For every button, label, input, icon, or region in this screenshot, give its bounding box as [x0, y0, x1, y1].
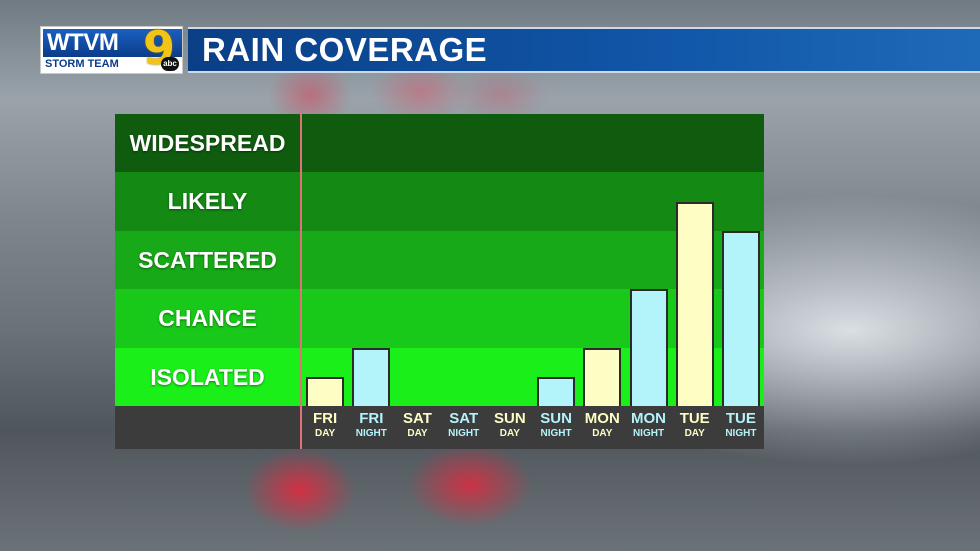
- x-tick-part-label: NIGHT: [448, 428, 480, 439]
- bar-fri-night: [352, 347, 391, 406]
- x-tick-fri-day: FRI DAY: [304, 410, 347, 440]
- page-title: RAIN COVERAGE: [202, 31, 488, 68]
- x-tick-part-label: NIGHT: [632, 428, 665, 439]
- y-level-label: SCATTERED: [138, 246, 277, 273]
- y-level-label: LIKELY: [167, 188, 248, 215]
- rain-coverage-chart: ISOLATED CHANCE SCATTERED LIKELY WIDESPREAD F…: [115, 114, 764, 449]
- bar-sun-night: [537, 376, 576, 406]
- x-tick-fri-night: FRI NIGHT: [350, 410, 393, 440]
- x-tick-mon-night: MON NIGHT: [627, 410, 670, 440]
- x-tick-day-label: FRI: [359, 410, 384, 427]
- x-tick-part-label: NIGHT: [355, 428, 387, 439]
- x-tick-sat-night: SAT NIGHT: [442, 410, 485, 440]
- x-tick-part-label: DAY: [592, 428, 613, 439]
- x-tick-sun-night: SUN NIGHT: [535, 410, 578, 440]
- x-axis-strip: [115, 406, 764, 449]
- x-tick-sat-day: SAT DAY: [396, 410, 439, 440]
- x-tick-part-label: NIGHT: [540, 428, 572, 439]
- x-tick-part-label: DAY: [499, 428, 520, 439]
- x-tick-day-label: SUN: [494, 410, 526, 427]
- network-logo: abc: [161, 57, 179, 71]
- logo-call-sign: WTVM: [47, 29, 119, 56]
- x-tick-day-label: SAT: [403, 410, 432, 427]
- y-level-label: WIDESPREAD: [129, 130, 286, 156]
- bar-mon-day: [583, 347, 622, 406]
- x-tick-part-label: DAY: [407, 428, 428, 439]
- x-tick-part-label: NIGHT: [725, 428, 757, 439]
- x-tick-day-label: TUE: [679, 410, 710, 427]
- y-level-label: CHANCE: [158, 305, 257, 332]
- y-level-label: ISOLATED: [150, 363, 265, 390]
- x-tick-part-label: DAY: [684, 428, 705, 439]
- x-tick-day-label: MON: [631, 410, 666, 427]
- x-tick-tue-night: TUE NIGHT: [719, 410, 762, 440]
- band-widespread: [115, 114, 764, 173]
- x-tick-mon-day: MON DAY: [581, 410, 624, 440]
- title-bar: RAIN COVERAGE: [188, 27, 980, 73]
- x-tick-sun-day: SUN DAY: [488, 410, 531, 440]
- band-scattered: [115, 230, 764, 290]
- bar-tue-night: [721, 230, 760, 406]
- bar-fri-day: [306, 376, 345, 406]
- y-axis-line: [300, 114, 302, 449]
- x-tick-part-label: DAY: [314, 428, 336, 439]
- x-tick-tue-day: TUE DAY: [673, 410, 716, 440]
- x-tick-day-label: SAT: [449, 410, 479, 427]
- x-tick-day-label: FRI: [313, 410, 338, 427]
- station-logo: WTVM 9 STORM TEAM abc: [40, 25, 183, 74]
- logo-banner: WTVM: [43, 29, 182, 57]
- logo-subtitle: STORM TEAM: [45, 58, 119, 70]
- x-tick-day-label: SUN: [540, 410, 572, 427]
- x-tick-day-label: MON: [584, 410, 620, 427]
- bar-mon-night: [629, 289, 668, 406]
- x-tick-day-label: TUE: [725, 410, 756, 427]
- bar-tue-day: [675, 201, 714, 406]
- band-likely: [115, 172, 764, 231]
